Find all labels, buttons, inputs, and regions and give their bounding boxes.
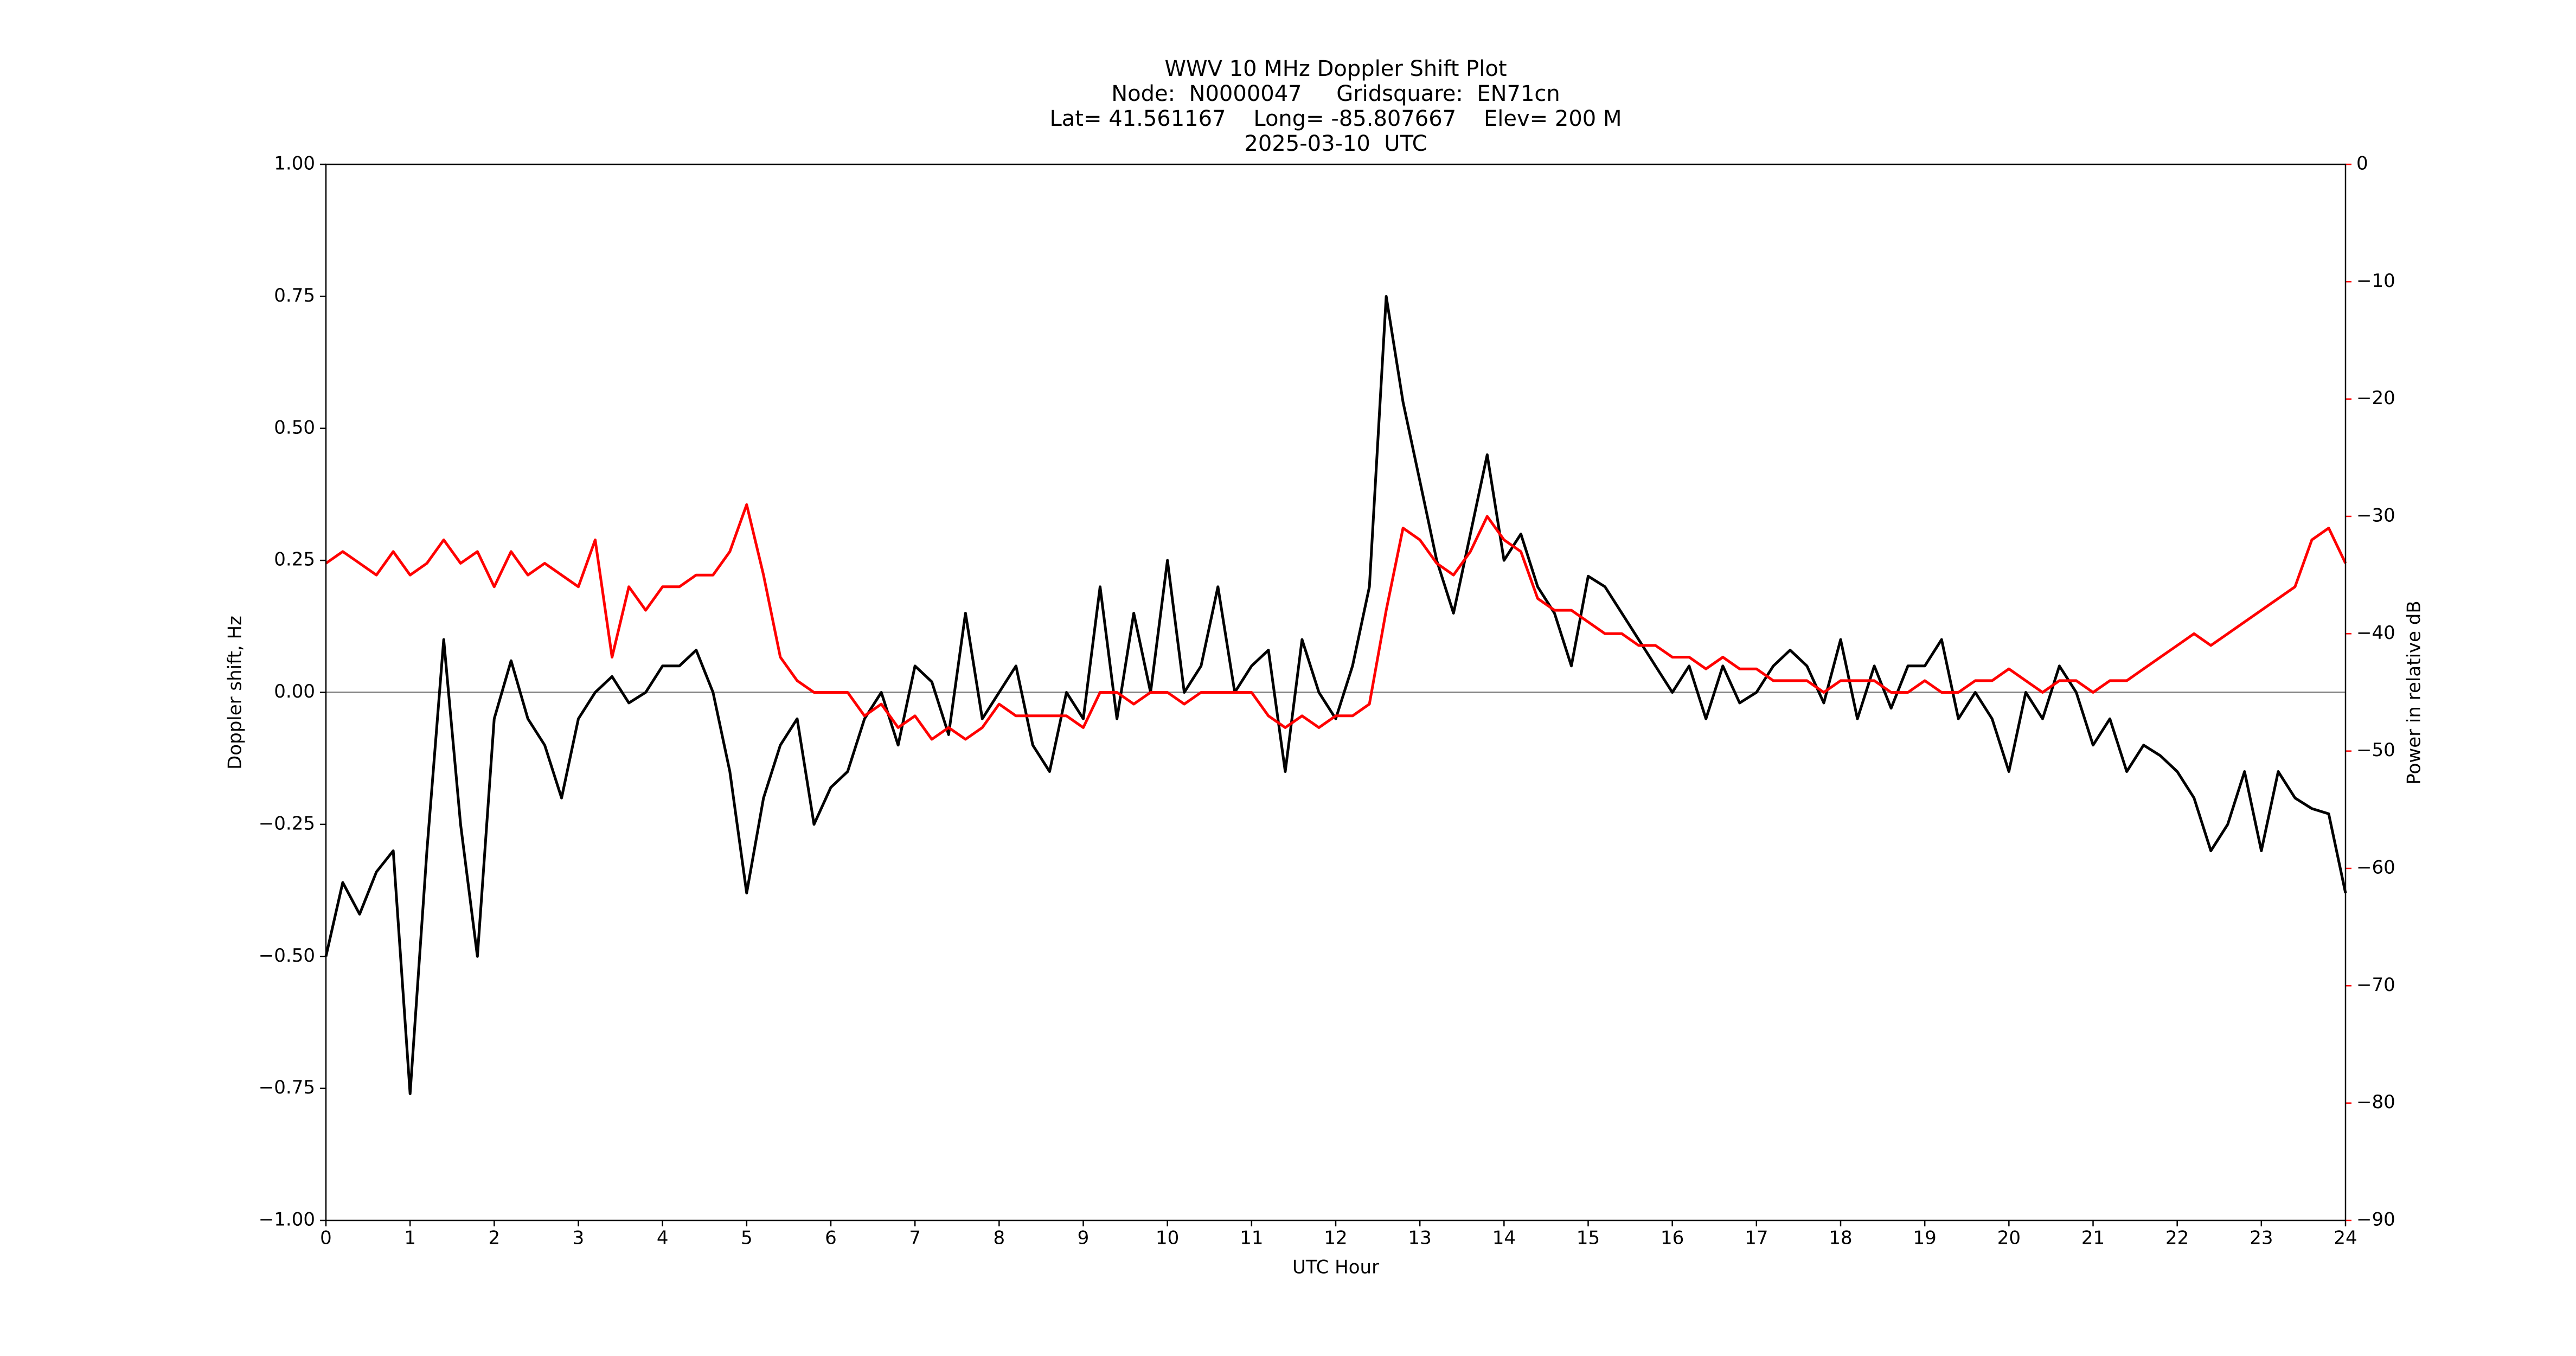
y2-tick-label: −10 xyxy=(2356,270,2395,292)
x-tick-label: 12 xyxy=(1324,1227,1347,1249)
y-tick-label: 0.00 xyxy=(274,681,315,702)
y-tick-label: −0.50 xyxy=(259,945,315,967)
y2-tick-label: −90 xyxy=(2356,1209,2395,1231)
y2-tick-label: −80 xyxy=(2356,1091,2395,1113)
data-line xyxy=(325,503,2347,741)
y-tick-label: 0.50 xyxy=(274,417,315,438)
chart-subtitle: 2025-03-10 UTC xyxy=(1244,131,1427,156)
x-tick-label: 15 xyxy=(1577,1227,1600,1249)
x-tick-label: 5 xyxy=(741,1227,753,1249)
x-tick-label: 17 xyxy=(1745,1227,1768,1249)
y-tick-label: 1.00 xyxy=(274,153,315,175)
y2-tick-label: −30 xyxy=(2356,505,2395,527)
y2-tick-label: −40 xyxy=(2356,622,2395,644)
chart-subtitle: Node: N0000047 Gridsquare: EN71cn xyxy=(1111,81,1560,106)
x-tick-label: 14 xyxy=(1492,1227,1516,1249)
chart-subtitle: Lat= 41.561167 Long= -85.807667 Elev= 20… xyxy=(1050,106,1622,131)
x-tick-label: 20 xyxy=(1997,1227,2021,1249)
y2-tick-label: −70 xyxy=(2356,974,2395,996)
x-tick-label: 13 xyxy=(1408,1227,1432,1249)
y2-axis-label: Power in relative dB xyxy=(2404,600,2425,784)
y2-tick-label: −60 xyxy=(2356,857,2395,879)
x-tick-label: 2 xyxy=(489,1227,501,1249)
x-tick-label: 18 xyxy=(1829,1227,1852,1249)
plot-frame xyxy=(325,163,2347,1221)
y2-tick-label: 0 xyxy=(2356,153,2368,175)
y2-tick-label: −20 xyxy=(2356,387,2395,409)
x-tick-label: 4 xyxy=(657,1227,669,1249)
y-tick-label: −0.25 xyxy=(259,813,315,834)
x-tick-label: 6 xyxy=(825,1227,837,1249)
x-tick-label: 22 xyxy=(2165,1227,2189,1249)
x-tick-label: 10 xyxy=(1156,1227,1179,1249)
x-tick-label: 3 xyxy=(573,1227,585,1249)
x-tick-label: 11 xyxy=(1240,1227,1263,1249)
x-tick-label: 9 xyxy=(1078,1227,1090,1249)
x-tick-label: 24 xyxy=(2334,1227,2357,1249)
x-tick-label: 7 xyxy=(909,1227,921,1249)
x-tick-label: 1 xyxy=(404,1227,416,1249)
y-axis-label: Doppler shift, Hz xyxy=(225,616,246,770)
x-tick-label: 23 xyxy=(2250,1227,2273,1249)
x-tick-label: 16 xyxy=(1661,1227,1684,1249)
x-tick-label: 8 xyxy=(994,1227,1005,1249)
y-tick-label: −1.00 xyxy=(259,1209,315,1231)
x-tick-label: 21 xyxy=(2081,1227,2105,1249)
x-tick-label: 0 xyxy=(320,1227,332,1249)
y-tick-label: 0.25 xyxy=(274,549,315,571)
x-axis-label: UTC Hour xyxy=(1292,1257,1379,1278)
chart-title: WWV 10 MHz Doppler Shift Plot xyxy=(1164,56,1507,81)
y-tick-label: 0.75 xyxy=(274,285,315,306)
data-line xyxy=(324,295,2347,1095)
x-tick-label: 19 xyxy=(1913,1227,1937,1249)
y-tick-label: −0.75 xyxy=(259,1077,315,1098)
y2-tick-label: −50 xyxy=(2356,739,2395,761)
